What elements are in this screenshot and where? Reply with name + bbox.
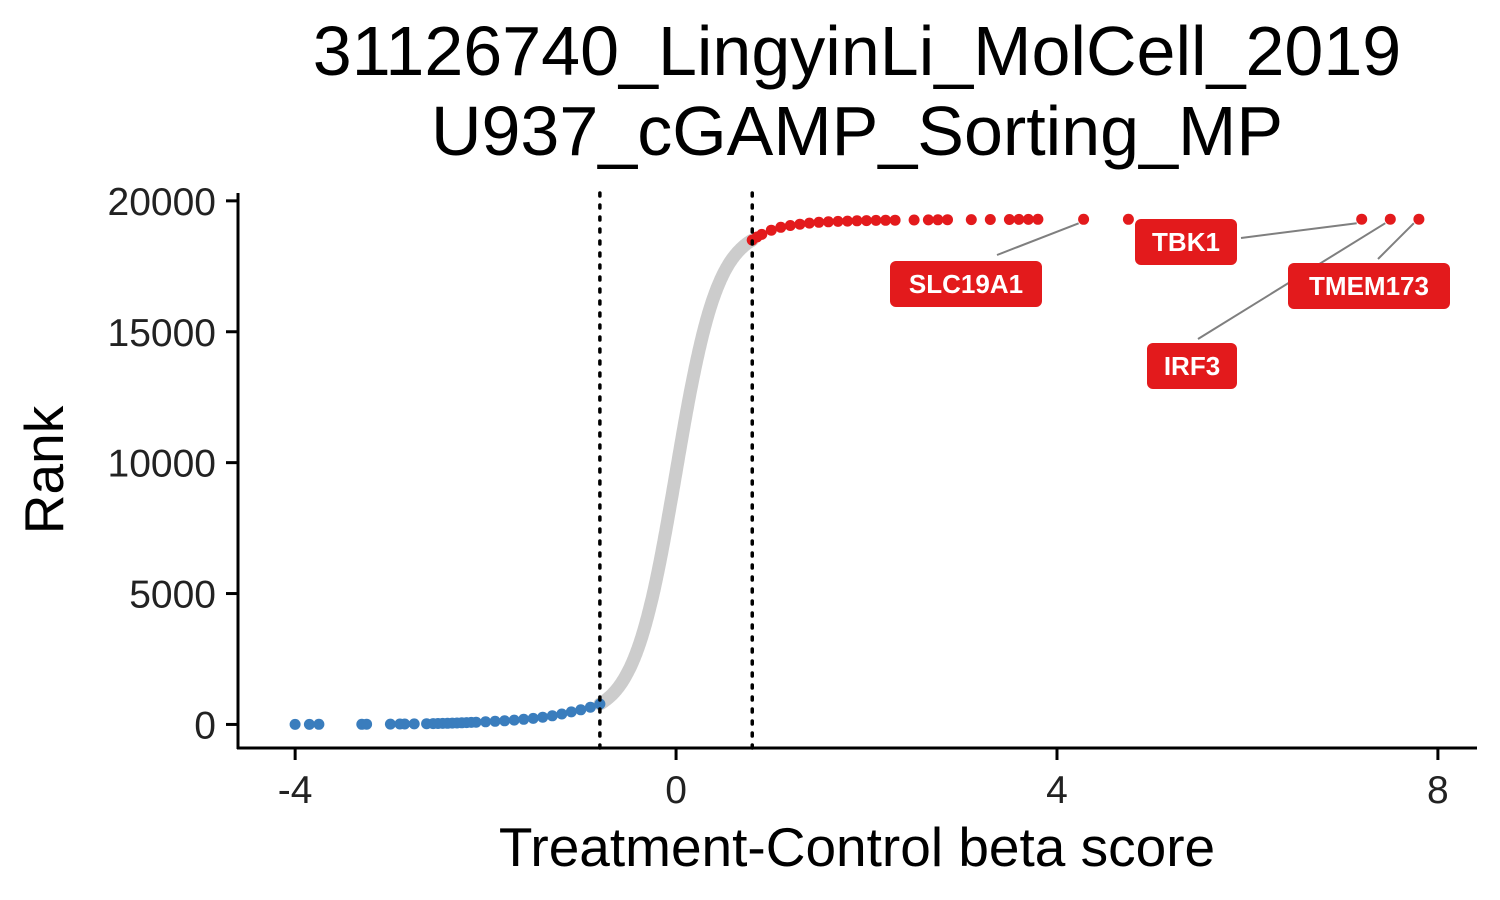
gene-label-irf3: IRF3 (1164, 351, 1220, 381)
positive-gene-point (756, 228, 768, 240)
positive-gene-point (942, 214, 953, 226)
positive-gene-point (775, 221, 787, 233)
positive-gene-point (861, 215, 872, 227)
negative-gene-point (537, 711, 549, 723)
label-connector (996, 222, 1080, 256)
gene-label-slc19a1: SLC19A1 (909, 269, 1023, 299)
x-tick-label: 4 (1046, 769, 1068, 812)
positive-gene-point (794, 218, 806, 230)
negative-gene-point (594, 698, 606, 710)
chart-title-line-2: U937_cGAMP_Sorting_MP (431, 92, 1283, 170)
ticks-layer: -4 0 4 8 0 5000 10000 15000 20000 (108, 181, 1449, 812)
negative-gene-point (527, 712, 539, 724)
positive-gene-point (842, 215, 853, 227)
gene-label-box (890, 261, 1042, 307)
positive-gene-point (870, 214, 882, 226)
negative-gene-point (289, 718, 301, 730)
negative-gene-point (518, 713, 530, 725)
highlighted-gene-point (1384, 213, 1396, 225)
positive-gene-point (1003, 214, 1015, 225)
y-axis-title: Rank (13, 405, 75, 534)
chart-title-line-1: 31126740_LingyinLi_MolCell_2019 (313, 12, 1401, 90)
negative-gene-point (575, 704, 587, 716)
positive-gene-point (851, 215, 863, 227)
positive-gene-point (813, 216, 825, 228)
positive-gene-point (984, 214, 996, 225)
positive-gene-point (1032, 213, 1044, 225)
positive-gene-point (832, 215, 844, 227)
positive-gene-point (765, 224, 777, 236)
negative-gene-point (584, 701, 596, 713)
negative-gene-point (399, 718, 411, 730)
negative-gene-point (313, 718, 325, 730)
y-tick-label: 20000 (108, 181, 216, 224)
positive-gene-point (803, 217, 815, 229)
gene-labels-layer: SLC19A1 TBK1 IRF3 TMEM173 (890, 213, 1450, 389)
negative-gene-point (556, 708, 568, 720)
gene-label-tmem173: TMEM173 (1309, 271, 1429, 301)
negative-gene-point (546, 710, 558, 722)
gene-label-box (1147, 343, 1237, 389)
label-connector (1377, 222, 1415, 260)
gene-label-box (1135, 219, 1237, 265)
highlighted-gene-point (1356, 213, 1368, 225)
negative-gene-point (565, 706, 577, 718)
x-tick-label: 0 (665, 769, 687, 812)
highlighted-gene-point (1078, 213, 1090, 225)
positive-gene-point (922, 214, 934, 226)
positive-gene-point (932, 214, 944, 226)
positive-gene-point (822, 216, 834, 228)
y-tick-label: 10000 (108, 443, 216, 486)
positive-gene-point (880, 214, 892, 226)
label-connector (1240, 222, 1357, 239)
negative-gene-point (303, 718, 315, 730)
positive-gene-point (784, 220, 796, 231)
negative-gene-point (384, 718, 396, 730)
gene-label-tbk1: TBK1 (1152, 227, 1220, 257)
positive-gene-point (1022, 213, 1034, 225)
positive-gene-point (965, 214, 977, 226)
negative-gene-point (470, 716, 482, 728)
y-tick-label: 0 (194, 704, 216, 747)
negative-gene-point (480, 716, 492, 728)
highlighted-gene-point (1413, 213, 1425, 225)
neutral-genes-curve (593, 233, 759, 711)
negative-gene-point (361, 718, 373, 730)
gene-label-box (1288, 263, 1450, 309)
x-tick-label: -4 (278, 769, 313, 812)
positive-gene-point (908, 214, 920, 226)
x-tick-label: 8 (1427, 769, 1449, 812)
positive-gene-point (1013, 213, 1025, 225)
negative-gene-point (508, 714, 520, 726)
negative-gene-point (499, 715, 511, 727)
negative-gene-point (408, 718, 420, 730)
y-tick-label: 15000 (108, 312, 216, 355)
y-tick-label: 5000 (129, 574, 216, 617)
positive-gene-point (889, 214, 901, 226)
negative-gene-point (489, 715, 501, 727)
data-layer (289, 191, 1134, 750)
x-axis-title: Treatment-Control beta score (499, 816, 1215, 878)
positive-gene-point (1122, 213, 1134, 225)
